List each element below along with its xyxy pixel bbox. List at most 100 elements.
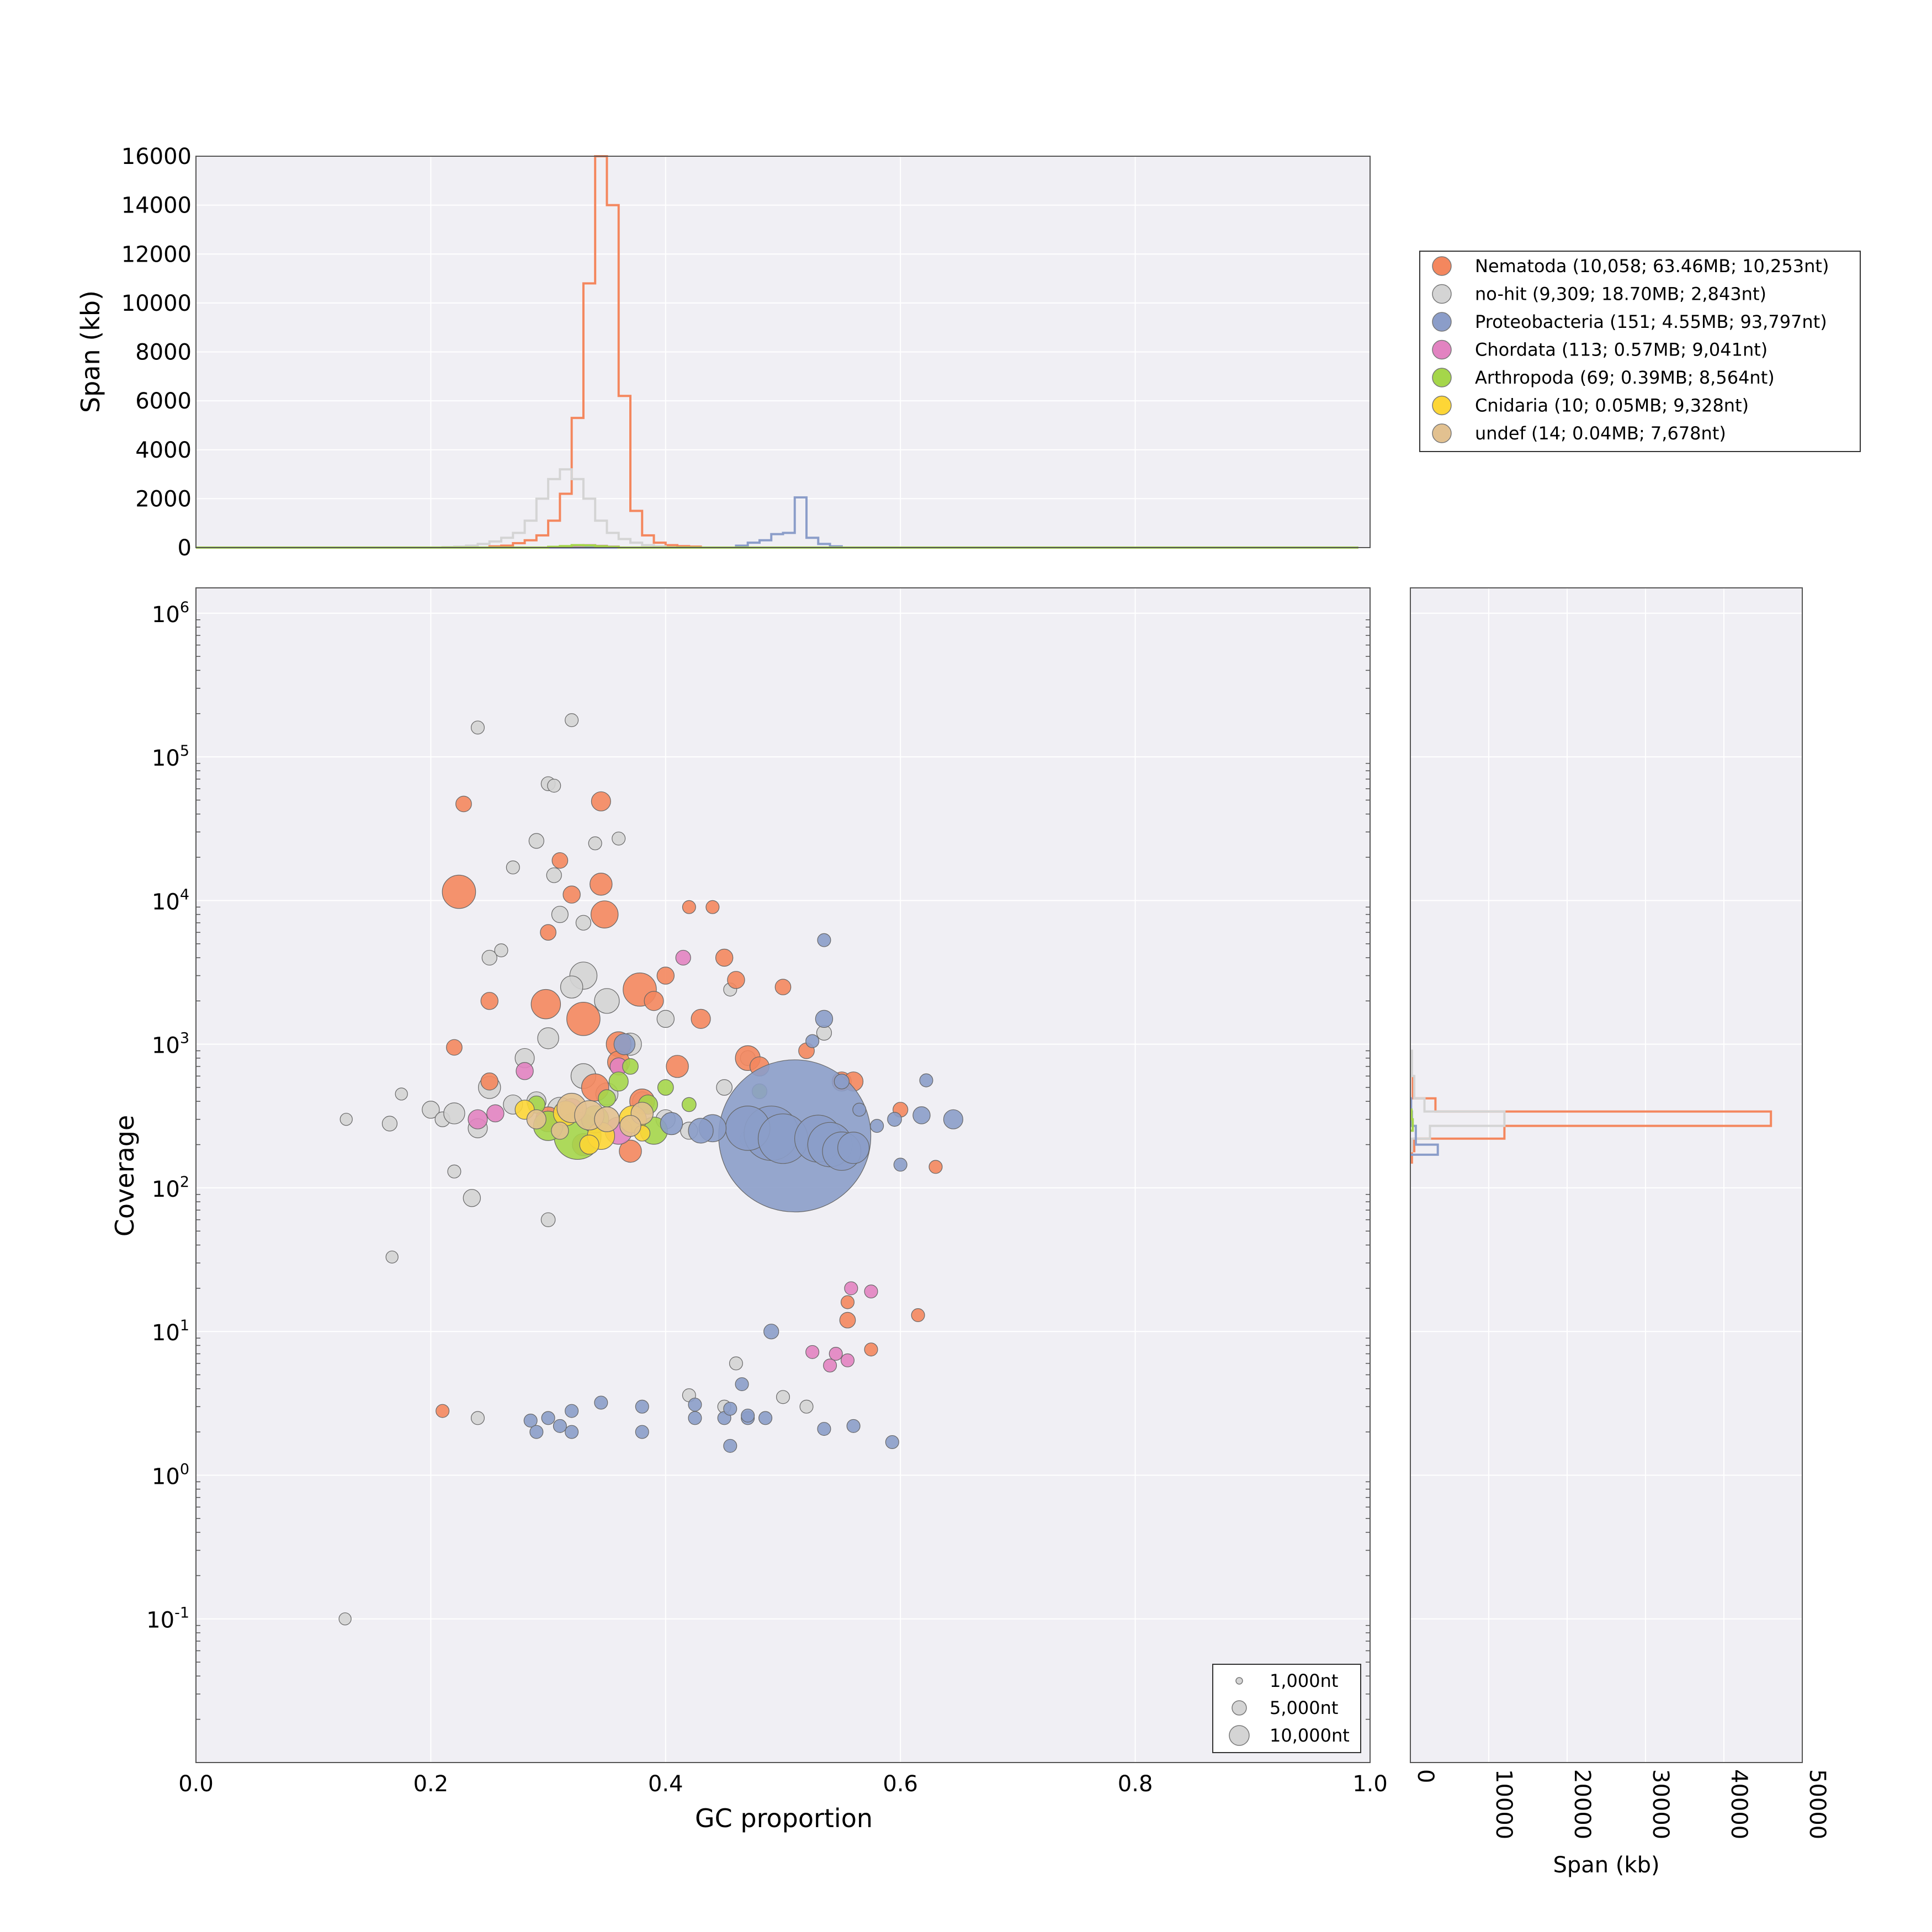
scatter-point-proteobacteria xyxy=(919,1073,933,1087)
size-legend-marker-medium xyxy=(1232,1700,1247,1716)
scatter-point-no-hit xyxy=(385,1250,399,1264)
right-x-axis-label: Span (kb) xyxy=(1553,1853,1659,1878)
size-legend-label: 5,000nt xyxy=(1270,1697,1338,1718)
scatter-point-nematoda xyxy=(839,1312,856,1329)
scatter-point-nematoda xyxy=(562,885,581,904)
scatter-point-no-hit xyxy=(551,906,569,923)
top-histogram-frame xyxy=(195,156,1371,548)
scatter-y-tick-label: 10-1 xyxy=(146,1605,189,1633)
scatter-x-tick-label: 0.8 xyxy=(1118,1771,1153,1797)
scatter-point-no-hit xyxy=(443,1102,465,1124)
scatter-point-nematoda xyxy=(590,900,619,928)
scatter-point-proteobacteria xyxy=(688,1118,714,1144)
scatter-point-no-hit xyxy=(422,1101,440,1119)
scatter-x-tick-label: 1.0 xyxy=(1352,1771,1388,1797)
scatter-point-no-hit xyxy=(494,943,508,958)
scatter-frame xyxy=(195,587,1371,1763)
scatter-point-chordata xyxy=(840,1353,854,1367)
scatter-point-no-hit xyxy=(537,1027,559,1049)
scatter-point-proteobacteria xyxy=(565,1425,579,1439)
scatter-point-nematoda xyxy=(480,992,498,1010)
scatter-point-proteobacteria xyxy=(885,1435,899,1449)
scatter-point-chordata xyxy=(829,1346,843,1361)
legend-marker-chordata xyxy=(1432,339,1452,360)
scatter-x-tick-label: 0.2 xyxy=(413,1771,449,1797)
scatter-point-nematoda xyxy=(540,924,556,941)
scatter-point-no-hit xyxy=(447,1164,461,1179)
category-legend: Nematoda (10,058; 63.46MB; 10,253nt) no-h… xyxy=(1419,251,1861,452)
scatter-point-nematoda xyxy=(864,1342,878,1357)
scatter-point-proteobacteria xyxy=(523,1413,538,1428)
scatter-point-proteobacteria xyxy=(688,1411,702,1425)
right-histogram-series-proteobacteria xyxy=(1410,1097,1439,1156)
scatter-y-tick-label: 101 xyxy=(152,1317,189,1346)
scatter-point-no-hit xyxy=(470,1411,485,1425)
scatter-point-proteobacteria xyxy=(817,933,831,947)
legend-box xyxy=(1419,251,1861,452)
scatter-point-proteobacteria xyxy=(735,1377,749,1392)
scatter-point-no-hit xyxy=(470,720,485,735)
scatter-point-proteobacteria xyxy=(529,1425,544,1439)
scatter-y-axis-label: Coverage xyxy=(110,1115,140,1236)
scatter-x-tick-label: 0.4 xyxy=(648,1771,683,1797)
scatter-point-undef xyxy=(594,1106,620,1132)
scatter-point-no-hit xyxy=(540,1212,556,1227)
scatter-point-proteobacteria xyxy=(541,1411,555,1425)
scatter-point-nematoda xyxy=(619,1139,642,1163)
top-y-tick-label: 6000 xyxy=(135,389,192,414)
scatter-point-arthropoda xyxy=(622,1058,639,1075)
scatter-point-nematoda xyxy=(656,967,675,985)
scatter-point-chordata xyxy=(844,1281,858,1296)
top-y-tick-label: 16000 xyxy=(121,144,192,169)
scatter-point-no-hit xyxy=(588,836,602,851)
scatter-point-chordata xyxy=(805,1345,820,1359)
size-legend-label: 10,000nt xyxy=(1270,1725,1350,1746)
size-legend-label: 1,000nt xyxy=(1270,1670,1338,1691)
legend-label: Chordata (113; 0.57MB; 9,041nt) xyxy=(1475,339,1768,360)
scatter-point-nematoda xyxy=(530,989,561,1020)
legend-marker-nematoda xyxy=(1432,256,1452,276)
scatter-point-no-hit xyxy=(395,1087,408,1101)
scatter-point-no-hit xyxy=(463,1189,481,1207)
scatter-point-arthropoda xyxy=(682,1097,697,1112)
legend-marker-proteobacteria xyxy=(1432,312,1452,332)
scatter-point-proteobacteria xyxy=(887,1112,902,1127)
legend-marker-no-hit xyxy=(1432,284,1452,304)
scatter-point-no-hit xyxy=(776,1390,790,1404)
scatter-point-no-hit xyxy=(565,713,579,728)
scatter-point-chordata xyxy=(675,949,691,966)
legend-label: no-hit (9,309; 18.70MB; 2,843nt) xyxy=(1475,284,1766,305)
top-y-tick-label: 10000 xyxy=(121,291,192,316)
scatter-point-arthropoda xyxy=(657,1079,674,1096)
top-histogram-series-no-hit xyxy=(196,468,1358,549)
legend-label: undef (14; 0.04MB; 7,678nt) xyxy=(1475,423,1726,444)
scatter-point-nematoda xyxy=(590,872,613,896)
scatter-point-nematoda xyxy=(682,900,696,914)
legend-label: Arthropoda (69; 0.39MB; 8,564nt) xyxy=(1475,367,1775,388)
scatter-point-proteobacteria xyxy=(912,1106,931,1124)
top-y-tick-label: 0 xyxy=(178,535,192,561)
scatter-x-tick-label: 0.6 xyxy=(883,1771,918,1797)
scatter-point-no-hit xyxy=(575,915,592,931)
scatter-y-tick-label: 104 xyxy=(152,886,189,915)
scatter-point-nematoda xyxy=(715,948,734,967)
scatter-point-chordata xyxy=(516,1062,534,1080)
scatter-point-no-hit xyxy=(656,1010,675,1028)
scatter-point-proteobacteria xyxy=(837,1132,870,1164)
scatter-point-proteobacteria xyxy=(613,1033,636,1055)
scatter-point-proteobacteria xyxy=(635,1399,649,1414)
scatter-point-nematoda xyxy=(442,874,476,909)
top-y-tick-label: 4000 xyxy=(135,438,192,463)
scatter-point-arthropoda xyxy=(608,1071,629,1092)
scatter-point-nematoda xyxy=(691,1009,711,1029)
scatter-point-no-hit xyxy=(612,831,626,846)
scatter-x-axis-label: GC proportion xyxy=(695,1803,873,1833)
size-legend: 1,000nt 5,000nt 10,000nt xyxy=(1212,1664,1361,1753)
scatter-point-proteobacteria xyxy=(688,1398,702,1412)
right-x-tick-label: 0 xyxy=(1413,1769,1438,1783)
right-x-tick-label: 20000 xyxy=(1569,1769,1595,1839)
scatter-point-chordata xyxy=(823,1358,837,1373)
top-y-axis-label: Span (kb) xyxy=(76,290,105,413)
right-histogram-frame xyxy=(1410,587,1803,1763)
